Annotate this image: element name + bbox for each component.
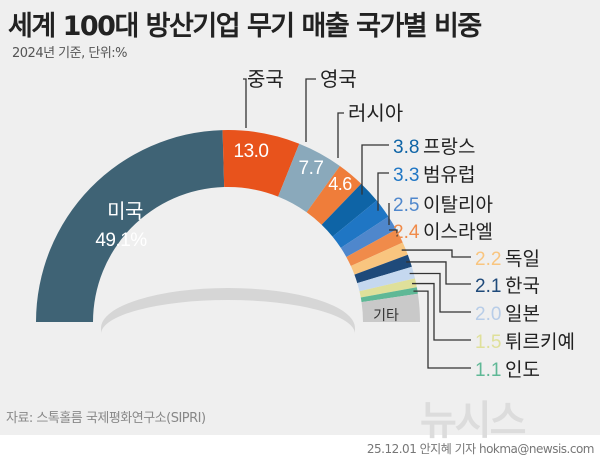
- value-label-10: 2.0: [475, 304, 501, 325]
- country-name-12: 인도: [505, 359, 540, 381]
- leader-line-2: [305, 78, 316, 142]
- leader-line-8: [401, 249, 471, 258]
- slice-11: [359, 278, 417, 298]
- value-label-8: 2.2: [475, 249, 501, 270]
- credit-line: 25.12.01 안지혜 기자 hokma@newsis.com: [366, 442, 595, 456]
- slice-label-2-0: 7.7: [299, 158, 324, 179]
- leader-line-11: [412, 282, 471, 341]
- others-label: 기타: [373, 308, 399, 324]
- leader-line-7: [389, 229, 398, 238]
- slice-13: [361, 293, 420, 322]
- chart-subtitle: 2024년 기준, 단위:%: [12, 46, 128, 61]
- slice-8: [350, 242, 408, 275]
- value-label-7: 2.4: [393, 222, 420, 243]
- chart-title: 세계 100대 방산기업 무기 매출 국가별 비중: [8, 11, 482, 42]
- slice-label-1-0: 13.0: [234, 141, 269, 162]
- country-name-8: 독일: [505, 248, 540, 270]
- value-label-6: 2.5: [393, 195, 419, 216]
- country-name-6: 이탈리아: [423, 194, 493, 216]
- country-name-11: 튀르키예: [505, 331, 575, 353]
- country-name-10: 일본: [505, 303, 540, 325]
- leader-line-1: [243, 78, 247, 128]
- leader-line-3: [337, 112, 344, 158]
- newsis-watermark-logo: 뉴시스: [420, 398, 526, 444]
- slice-0: [36, 130, 225, 322]
- slice-7: [346, 229, 403, 267]
- country-name-9: 한국: [505, 275, 540, 297]
- country-name-3: 러시아: [348, 101, 403, 125]
- value-label-9: 2.1: [475, 276, 501, 297]
- leader-line-10: [409, 272, 471, 313]
- slice-6: [340, 216, 397, 257]
- leader-line-12: [413, 290, 471, 369]
- slice-label-0-1: 49.1%: [95, 230, 147, 251]
- value-label-11: 1.5: [475, 332, 501, 353]
- slice-label-3-0: 4.6: [328, 174, 352, 194]
- country-name-7: 이스라엘: [423, 221, 493, 243]
- value-label-5: 3.3: [393, 165, 419, 186]
- slice-12: [360, 287, 418, 303]
- slice-3: [306, 165, 362, 225]
- country-name-4: 프랑스: [423, 136, 475, 158]
- leader-line-4: [361, 144, 389, 195]
- slice-4: [321, 183, 377, 237]
- inner-floor-shadow: [101, 288, 355, 334]
- slice-label-0-0: 미국: [107, 200, 143, 223]
- slice-10: [357, 266, 415, 292]
- leader-line-9: [406, 261, 471, 285]
- source-note: 자료: 스톡홀름 국제평화연구소(SIPRI): [6, 411, 206, 426]
- slice-9: [354, 254, 412, 284]
- country-name-1: 중국: [247, 67, 284, 91]
- slice-2: [278, 143, 340, 213]
- slice-1: [222, 130, 300, 197]
- leader-line-5: [377, 172, 389, 211]
- country-name-5: 범유럽: [423, 164, 475, 186]
- value-label-4: 3.8: [393, 137, 419, 158]
- value-label-12: 1.1: [475, 360, 501, 381]
- country-name-2: 영국: [320, 67, 357, 91]
- slice-5: [332, 200, 389, 248]
